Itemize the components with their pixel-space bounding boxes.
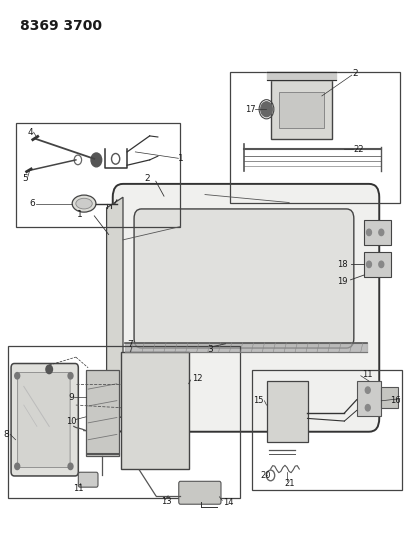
Circle shape [46, 365, 52, 374]
Text: 8369 3700: 8369 3700 [20, 19, 102, 33]
Circle shape [378, 229, 383, 236]
Text: 7: 7 [127, 341, 133, 349]
Circle shape [364, 405, 369, 411]
Text: 1: 1 [178, 154, 184, 163]
Circle shape [68, 373, 73, 379]
Text: 15: 15 [253, 397, 263, 405]
Text: 2: 2 [352, 69, 357, 78]
Bar [229, 72, 399, 203]
Bar [266, 381, 307, 442]
Bar [8, 346, 239, 498]
Bar [86, 370, 119, 456]
Circle shape [366, 229, 371, 236]
Bar [278, 92, 323, 128]
Text: 10: 10 [65, 417, 76, 425]
Text: 13: 13 [160, 497, 171, 505]
Circle shape [364, 387, 369, 393]
Circle shape [68, 463, 73, 470]
Text: 14: 14 [223, 498, 234, 506]
Text: 19: 19 [336, 277, 347, 286]
Circle shape [15, 463, 20, 470]
Text: 11: 11 [361, 370, 372, 378]
Text: 12: 12 [191, 374, 202, 383]
Text: 6: 6 [29, 199, 35, 208]
Text: 21: 21 [284, 479, 294, 488]
Text: 17: 17 [244, 105, 255, 114]
Text: 5: 5 [22, 174, 28, 182]
Text: 3: 3 [207, 345, 212, 353]
Text: 4: 4 [28, 128, 34, 136]
Bar [121, 352, 188, 469]
Polygon shape [106, 197, 123, 418]
FancyBboxPatch shape [78, 472, 98, 487]
Text: 2: 2 [144, 174, 150, 183]
Bar [16, 123, 180, 227]
Text: 8: 8 [3, 430, 9, 439]
Text: 18: 18 [336, 260, 347, 269]
Ellipse shape [76, 198, 92, 209]
Bar [270, 80, 331, 139]
Bar [356, 381, 380, 416]
Circle shape [366, 261, 371, 268]
Circle shape [91, 153, 101, 167]
Bar [363, 252, 390, 277]
FancyBboxPatch shape [18, 373, 70, 467]
FancyBboxPatch shape [134, 209, 353, 348]
Text: 22: 22 [353, 145, 363, 154]
Circle shape [378, 261, 383, 268]
Text: 20: 20 [259, 471, 270, 480]
Text: 9: 9 [68, 393, 74, 401]
Bar [363, 220, 390, 245]
Text: 11: 11 [73, 484, 83, 493]
Bar [252, 370, 401, 490]
FancyBboxPatch shape [11, 364, 78, 476]
FancyBboxPatch shape [178, 481, 220, 504]
Ellipse shape [72, 195, 96, 212]
FancyBboxPatch shape [112, 184, 378, 432]
Circle shape [15, 373, 20, 379]
Text: 16: 16 [389, 397, 400, 405]
Circle shape [260, 102, 272, 117]
Bar [380, 387, 397, 408]
Text: 1: 1 [77, 211, 83, 219]
